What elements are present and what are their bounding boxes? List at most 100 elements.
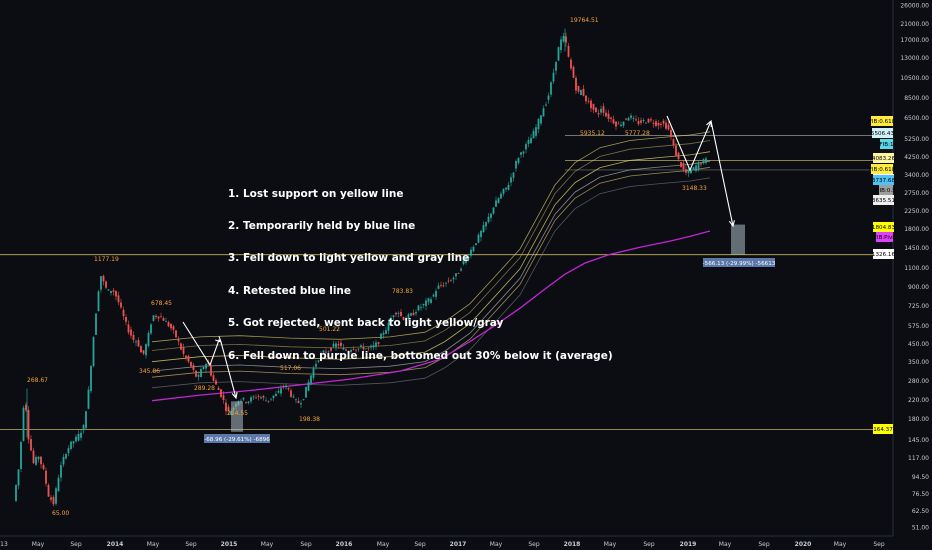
price-tag-label: 3635.51 [872,198,896,204]
candle-body [382,332,385,335]
candle-body [642,120,645,121]
candle-body [515,161,517,169]
y-tick-label: 2250.00 [904,208,929,215]
candle-body [375,342,377,347]
candle-body [77,434,80,441]
candle-body [627,117,630,121]
x-tick-label: May [604,541,617,548]
y-tick-label: 575.00 [908,323,929,330]
candle-body [447,280,450,282]
candle-body [510,177,512,183]
candle-body [307,381,310,391]
price-tag-bg [873,175,894,185]
candle-body [217,387,220,390]
candle-body [570,59,572,69]
y-tick-label: 180.00 [908,416,929,423]
candle-body [40,456,42,465]
candle-body [675,145,677,156]
candle-body [190,361,192,367]
candle-body [25,404,27,411]
y-tick-label: 10500.00 [900,75,929,82]
candle-body [412,312,415,316]
candle-body [667,124,670,130]
candle-body [202,367,205,369]
price-tag-label: FIB:0.618 [869,167,896,173]
candle-body [182,346,185,354]
candle-body [170,324,172,329]
candle-body [280,388,282,394]
candle-body [312,368,315,378]
x-tick-label: May [147,541,160,548]
candle-body [142,350,145,354]
candle-body [572,66,575,78]
x-tick-label: Sep [185,541,197,548]
candle-body [55,488,57,504]
y-tick-label: 8500.00 [904,95,929,102]
y-tick-label: 2750.00 [904,190,929,197]
y-tick-label: 4250.00 [904,154,929,161]
candle-body [647,118,650,123]
candle-body [682,163,685,170]
candle-body [127,324,130,333]
candle-body [477,234,480,243]
y-tick-label: 51.00 [912,525,929,532]
y-tick-label: 1800.00 [904,226,929,233]
candle-body [297,400,300,403]
x-tick-label: Sep [758,541,770,548]
candle-body [440,285,442,286]
y-tick-label: 76.50 [912,491,929,498]
candle-body [697,162,700,169]
candle-body [500,193,502,199]
price-annotation: 289.28 [194,385,215,392]
price-tag-label: FIB:1 [879,142,894,148]
price-tag-label: FIB:0.618 [869,119,896,125]
candle-body [60,465,62,478]
note-line-5: 5. Got rejected, went back to light yell… [228,317,504,330]
candle-body [415,312,417,314]
x-tick-label: Sep [70,541,82,548]
candle-body [252,396,255,398]
price-tag-bg [873,249,894,259]
candle-body [370,345,372,348]
candle-body [575,77,577,91]
candle-body [320,353,322,358]
x-tick-label: Sep [643,541,655,548]
x-tick-label: Sep [414,541,426,548]
candle-body [452,277,455,280]
candle-body [582,88,585,96]
price-annotation: 3148.33 [682,185,707,192]
x-tick-label: 2020 [795,541,812,548]
candle-body [537,119,540,130]
candle-body [242,397,245,400]
candle-body [22,407,25,441]
note-line-4: 4. Retested blue line [228,284,352,297]
candle-body [337,344,340,346]
candle-body [262,395,265,398]
candle-body [255,397,257,399]
price-tag-label: 3737.68 [872,178,896,184]
candle-body [502,188,505,194]
candle-body [340,342,342,347]
price-tag-bg [880,139,893,149]
time-axis-bg [0,536,932,550]
candle-body [35,457,37,465]
note-line-2: 2. Temporarily held by blue line [228,219,416,232]
x-tick-label: 2014 [107,541,124,548]
candle-body [650,119,652,121]
x-tick-label: May [32,541,45,548]
projection-arrow-2014-b-head [231,391,238,400]
candle-body [380,333,382,339]
price-annotation: 501.22 [319,326,340,333]
candle-body [42,464,45,470]
candle-body [82,424,85,431]
price-tag-bg [873,222,894,232]
projection-arrow-2014-a-head [215,336,222,343]
candle-body [512,172,515,178]
candle-body [605,112,607,117]
candle-body [567,46,570,57]
candle-body [400,311,402,316]
y-tick-label: 5250.00 [904,136,929,143]
candle-body [342,347,345,350]
price-annotation: 19764.51 [570,17,599,24]
